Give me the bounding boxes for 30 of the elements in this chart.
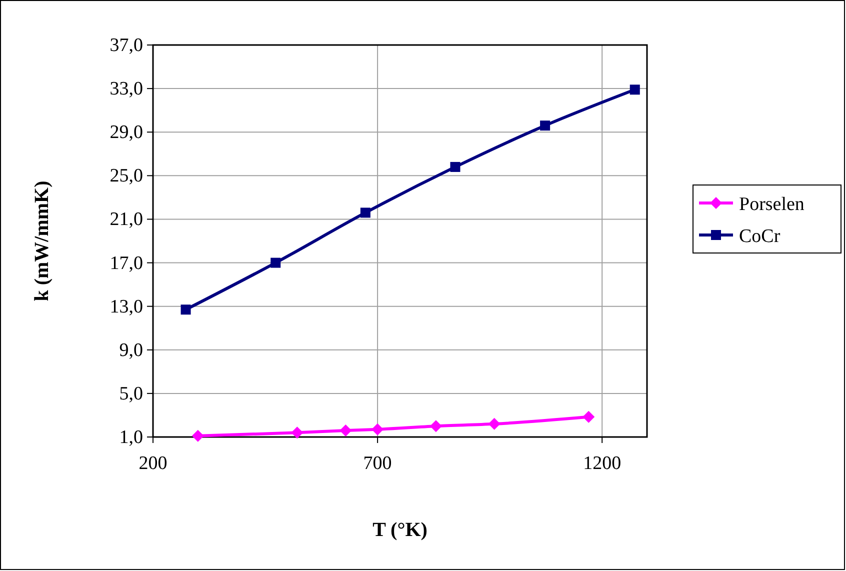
x-axis-title: T (°K) [372, 519, 428, 541]
point [488, 418, 500, 430]
y-tick-label: 9,0 [119, 340, 143, 361]
y-tick-label: 5,0 [119, 383, 143, 404]
y-tick-label: 21,0 [110, 209, 143, 230]
y-tick-label: 25,0 [110, 166, 143, 187]
x-tick-label: 1200 [583, 453, 622, 474]
point [180, 304, 191, 315]
y-tick-label: 13,0 [110, 296, 143, 318]
y-tick-label: 17,0 [110, 252, 143, 274]
legend-label: Porselen [739, 194, 805, 215]
point [540, 120, 550, 131]
x-tick-label: 700 [363, 453, 392, 474]
y-tick-label: 37,0 [110, 35, 143, 56]
y-tick-label: 29,0 [110, 122, 143, 144]
point [340, 424, 352, 436]
point [450, 162, 460, 172]
point [582, 410, 595, 423]
point [192, 430, 204, 442]
point [270, 258, 281, 268]
x-tick-label: 200 [138, 453, 168, 474]
y-axis-title: k (mW/mmK) [31, 180, 53, 302]
y-tick-label: 33,0 [110, 78, 143, 100]
point [630, 84, 640, 95]
point [291, 426, 304, 439]
point [360, 208, 370, 218]
point [430, 420, 442, 432]
legend-label: CoCr [739, 226, 781, 247]
y-tick-label: 1,0 [119, 427, 143, 448]
point [372, 423, 384, 436]
